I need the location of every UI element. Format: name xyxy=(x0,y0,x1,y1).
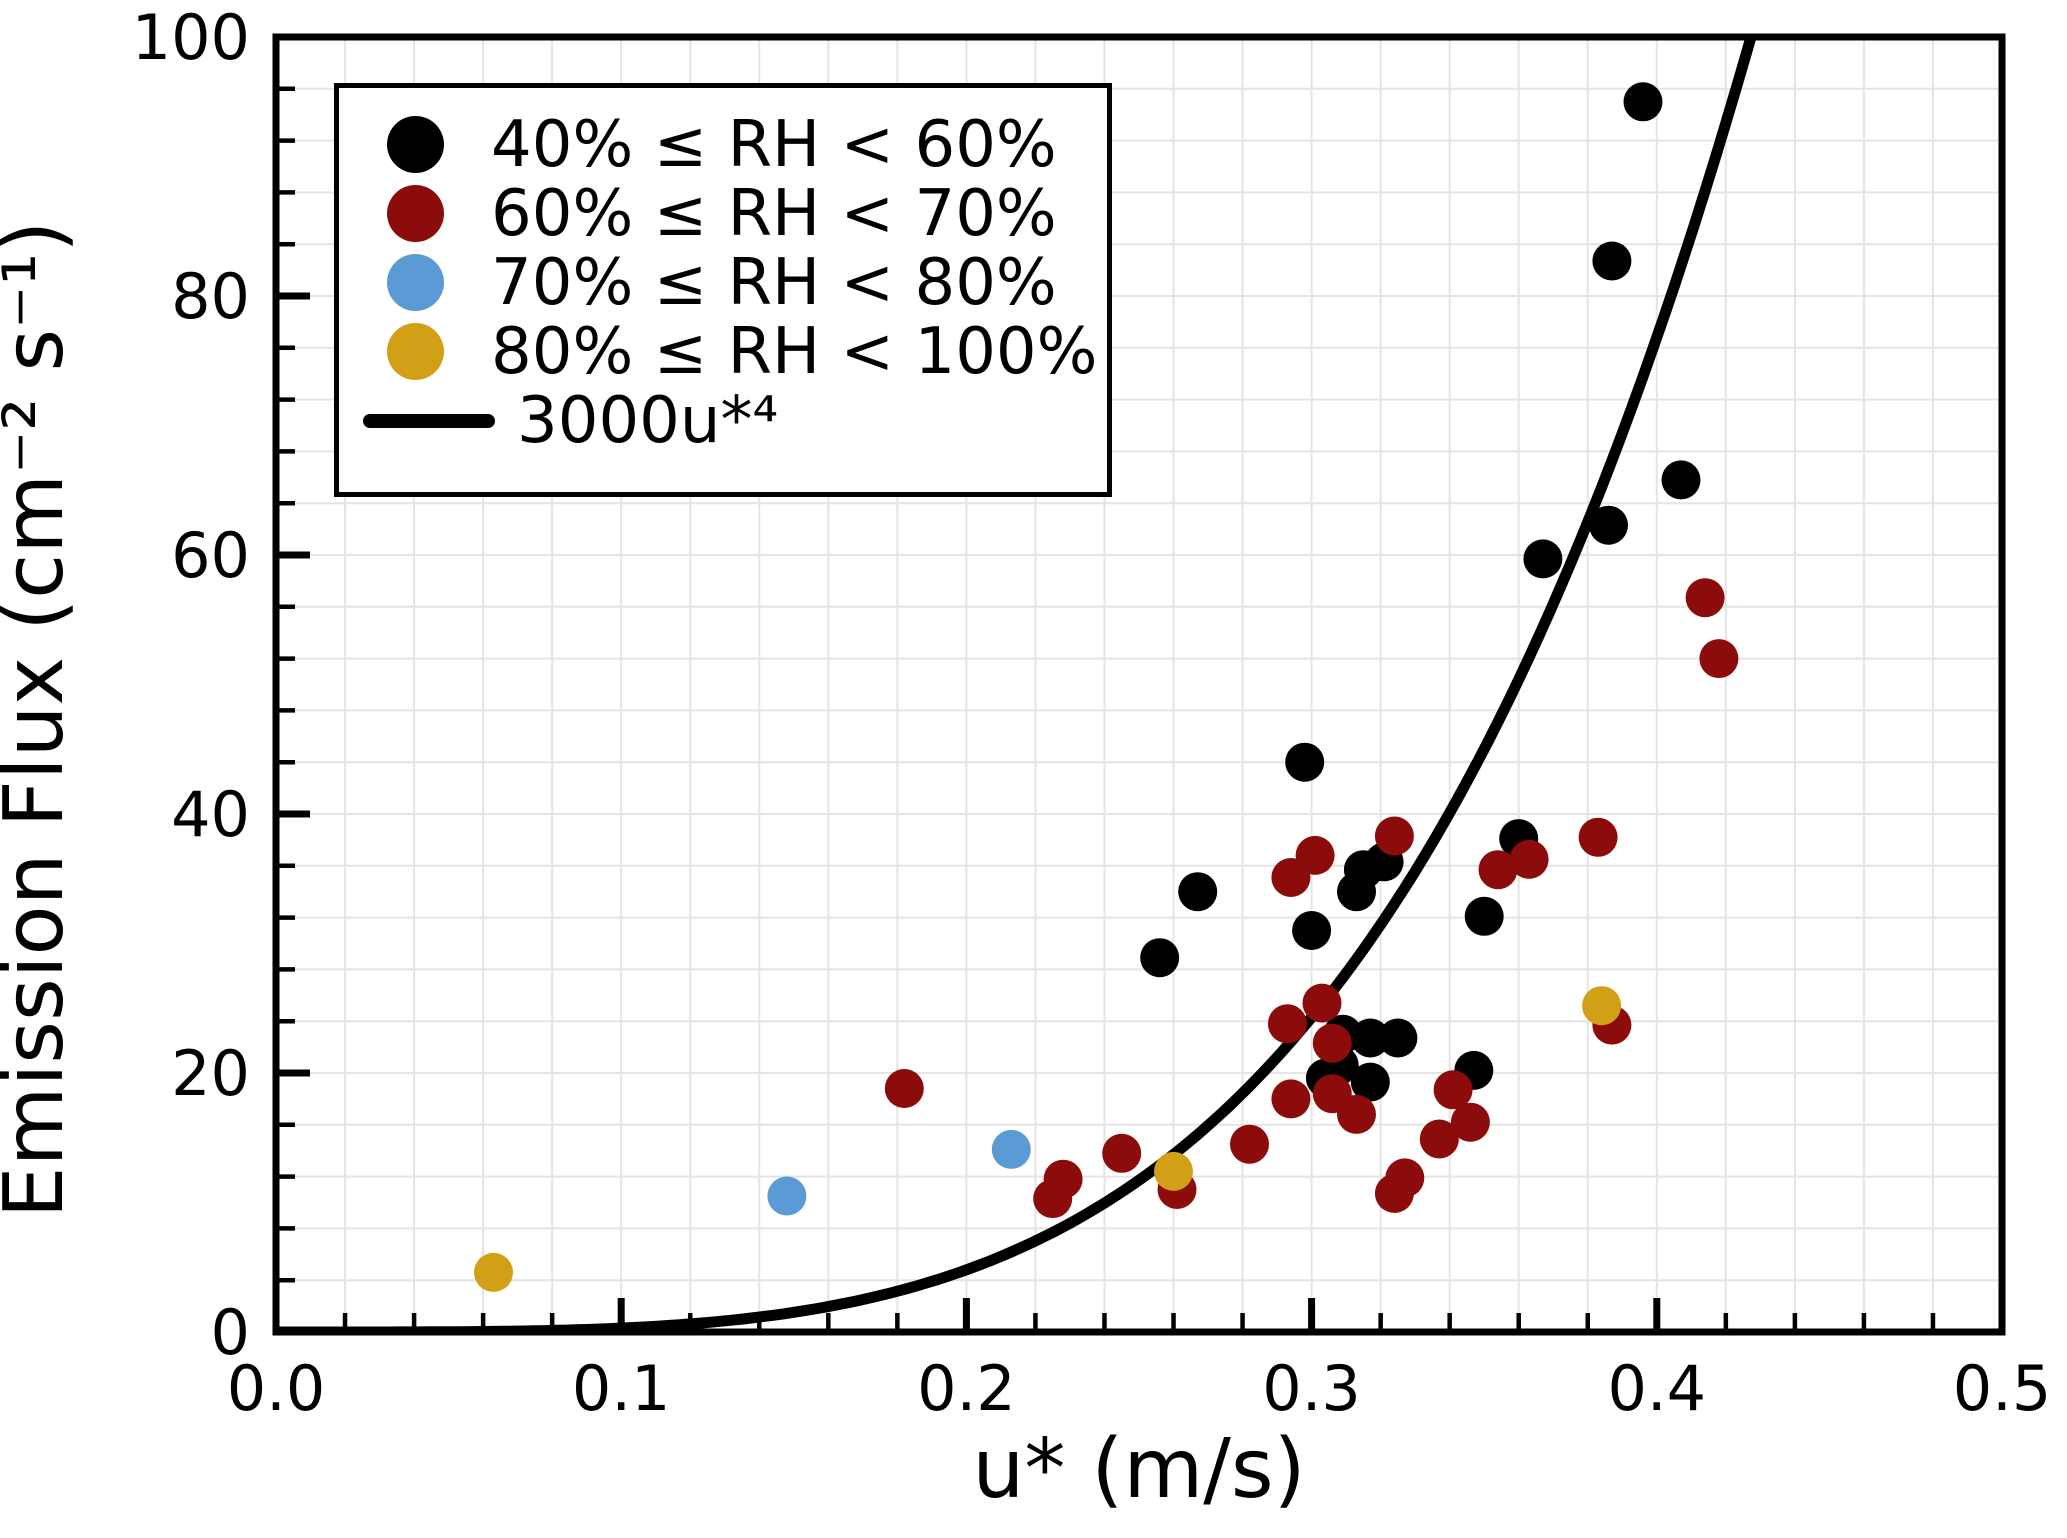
data-point xyxy=(1178,872,1218,912)
x-tick-label: 0.5 xyxy=(1953,1352,2052,1425)
data-point xyxy=(1102,1133,1142,1173)
legend-curve-line-icon xyxy=(363,413,495,428)
legend-item: 80% ≤ RH < 100% xyxy=(339,314,1107,389)
data-point xyxy=(1374,1173,1414,1213)
legend-marker-rh60-icon xyxy=(387,185,444,242)
legend-label: 40% ≤ RH < 60% xyxy=(491,107,1057,182)
legend: 40% ≤ RH < 60% 60% ≤ RH < 70% 70% ≤ RH <… xyxy=(334,83,1112,497)
series-40% ≤ RH < 60% xyxy=(1140,82,1701,1102)
data-point xyxy=(474,1252,513,1292)
legend-item: 3000u*⁴ xyxy=(339,383,1107,458)
plot-frame xyxy=(272,33,2006,1336)
data-point xyxy=(1433,1070,1473,1110)
data-point xyxy=(767,1176,807,1216)
data-point xyxy=(1419,1119,1459,1159)
y-tick-label: 20 xyxy=(171,1037,250,1110)
data-point xyxy=(1302,983,1342,1023)
data-point xyxy=(1699,639,1739,679)
x-tick-label: 0.2 xyxy=(917,1352,1016,1425)
legend-label: 70% ≤ RH < 80% xyxy=(491,245,1057,320)
data-point xyxy=(1271,1079,1311,1119)
y-axis-title: Emission Flux (cm⁻² s⁻¹) xyxy=(0,221,82,1218)
series-60% ≤ RH < 70% xyxy=(884,578,1739,1219)
legend-marker-rh70-icon xyxy=(387,254,444,311)
y-tick-label: 60 xyxy=(171,519,250,592)
data-point xyxy=(1478,850,1518,890)
data-point xyxy=(1230,1124,1269,1164)
data-point xyxy=(1623,82,1663,122)
data-point xyxy=(1661,460,1701,500)
data-point xyxy=(991,1129,1031,1169)
data-point xyxy=(1582,986,1622,1026)
data-point xyxy=(1378,1018,1418,1058)
series-70% ≤ RH < 80% xyxy=(767,1129,1031,1216)
data-point xyxy=(1337,872,1376,912)
legend-item: 60% ≤ RH < 70% xyxy=(339,176,1107,251)
legend-marker-rh40-icon xyxy=(387,116,444,173)
series-80% ≤ RH < 100% xyxy=(474,986,1622,1292)
data-point xyxy=(1509,839,1549,879)
x-axis-title: u* (m/s) xyxy=(972,1422,1305,1517)
data-point xyxy=(884,1069,924,1108)
data-point xyxy=(1592,241,1632,281)
legend-item: 40% ≤ RH < 60% xyxy=(339,107,1107,182)
legend-marker-rh80-icon xyxy=(387,323,444,380)
data-point xyxy=(1374,816,1414,856)
x-tick-label: 0.1 xyxy=(572,1352,671,1425)
data-point xyxy=(1154,1151,1193,1191)
y-tick-label: 100 xyxy=(132,1,250,74)
data-point xyxy=(1337,1094,1376,1134)
legend-label: 80% ≤ RH < 100% xyxy=(491,314,1098,389)
data-point xyxy=(1685,578,1725,618)
legend-item: 70% ≤ RH < 80% xyxy=(339,245,1107,320)
legend-label: 3000u*⁴ xyxy=(517,383,779,458)
data-point xyxy=(1267,1004,1307,1044)
fit-curve-3000u4 xyxy=(276,37,1757,1332)
data-point xyxy=(1523,539,1563,579)
data-point xyxy=(1578,817,1618,857)
legend-label: 60% ≤ RH < 70% xyxy=(491,176,1057,251)
data-point xyxy=(1589,505,1628,545)
data-point xyxy=(1312,1023,1352,1063)
data-point xyxy=(1292,911,1332,950)
data-point xyxy=(1033,1179,1073,1219)
data-point xyxy=(1271,858,1311,897)
tick-labels: 0.0 0.1 0.2 0.3 0.4 0.5 0 20 40 60 80 100 xyxy=(132,1,2052,1425)
data-point xyxy=(1450,1102,1490,1142)
y-tick-label: 80 xyxy=(171,260,250,333)
data-point xyxy=(1350,1018,1390,1058)
x-tick-label: 0.4 xyxy=(1607,1352,1706,1425)
data-point xyxy=(1140,938,1180,978)
x-tick-label: 0.0 xyxy=(227,1352,326,1425)
data-point xyxy=(1464,896,1504,936)
data-point xyxy=(1285,742,1325,782)
y-tick-label: 0 xyxy=(211,1296,250,1369)
y-tick-label: 40 xyxy=(171,778,250,851)
x-tick-label: 0.3 xyxy=(1262,1352,1361,1425)
data-point xyxy=(1350,1062,1390,1102)
